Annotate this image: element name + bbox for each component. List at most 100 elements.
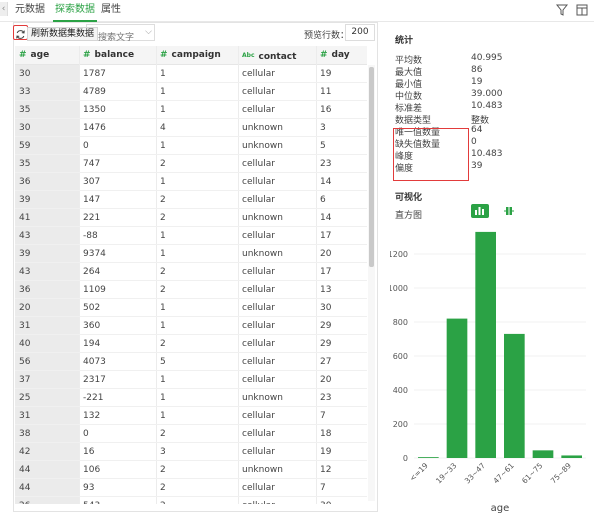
column-header-contact[interactable]: Abc contact [242, 52, 297, 62]
table-cell-balance: 1787 [83, 69, 106, 79]
table-cell-balance: 106 [83, 465, 101, 475]
x-tick-label: 75~89 [549, 461, 573, 485]
table-cell-day: 12 [320, 465, 332, 475]
table-cell-contact: cellular [242, 195, 275, 205]
table-row[interactable]: 35 747 2 cellular 23 [15, 155, 367, 173]
x-axis-label: age [491, 503, 510, 514]
table-cell-day: 5 [320, 141, 326, 151]
table-row[interactable]: 42 16 3 cellular 19 [15, 443, 367, 461]
table-cell-contact: unknown [242, 465, 283, 475]
stat-label: 标准差 [395, 104, 423, 114]
table-row[interactable]: 36 1109 2 cellular 13 [15, 281, 367, 299]
table-cell-balance: -221 [83, 393, 104, 403]
table-row[interactable]: 56 4073 5 cellular 27 [15, 353, 367, 371]
table-cell-balance: 1476 [83, 123, 106, 133]
data-table: # age # balance # campaign Abc contact # day … [15, 46, 377, 504]
scrollbar-thumb[interactable] [369, 67, 374, 267]
table-cell-contact: unknown [242, 249, 283, 259]
y-tick-label: 200 [393, 420, 408, 429]
table-row[interactable]: 43 264 2 cellular 17 [15, 263, 367, 281]
table-row[interactable]: 30 1787 1 cellular 19 [15, 65, 367, 83]
stat-label: 中位数 [395, 92, 423, 102]
table-cell-day: 30 [320, 303, 332, 313]
bar-chart-icon[interactable] [471, 204, 489, 218]
tab-properties[interactable]: 属性 [101, 4, 121, 15]
table-row[interactable]: 43 -88 1 cellular 17 [15, 227, 367, 245]
table-cell-campaign: 1 [160, 105, 166, 115]
boxplot-icon[interactable] [503, 206, 515, 216]
tab-metadata[interactable]: 元数据 [15, 4, 45, 15]
y-tick-label: 0 [403, 454, 408, 463]
search-box[interactable]: ⌵ [86, 24, 155, 46]
table-row[interactable]: 30 1476 4 unknown 3 [15, 119, 367, 137]
table-cell-campaign: 1 [160, 231, 166, 241]
table-cell-day: 3 [320, 123, 326, 133]
table-cell-age: 30 [19, 69, 31, 79]
table-cell-age: 44 [19, 465, 31, 475]
column-header-age[interactable]: # age [19, 50, 50, 60]
chevron-down-icon[interactable]: ⌵ [145, 27, 152, 37]
stat-value: 整数 [471, 116, 490, 126]
table-row[interactable]: 38 0 2 cellular 18 [15, 425, 367, 443]
stat-label: 缺失值数量 [395, 140, 441, 150]
table-row[interactable]: 44 93 2 cellular 7 [15, 479, 367, 497]
refresh-tooltip: 刷新数据集数据 [27, 27, 99, 41]
table-cell-contact: cellular [242, 447, 275, 457]
table-cell-day: 19 [320, 69, 332, 79]
search-input[interactable] [87, 30, 143, 46]
vertical-scrollbar[interactable] [368, 65, 375, 501]
stat-value: 86 [471, 65, 483, 75]
filter-icon[interactable] [555, 3, 569, 17]
table-cell-age: 39 [19, 195, 31, 205]
table-row[interactable]: 36 307 1 cellular 14 [15, 173, 367, 191]
table-cell-age: 30 [19, 123, 31, 133]
column-header-day[interactable]: # day [320, 50, 350, 60]
table-cell-day: 27 [320, 357, 332, 367]
table-row[interactable]: 44 106 2 unknown 12 [15, 461, 367, 479]
y-tick-label: 600 [393, 352, 408, 361]
table-cell-campaign: 1 [160, 393, 166, 403]
table-row[interactable]: 20 502 1 cellular 30 [15, 299, 367, 317]
table-cell-campaign: 2 [160, 483, 166, 493]
table-row[interactable]: 39 147 2 cellular 6 [15, 191, 367, 209]
table-cell-day: 30 [320, 497, 331, 504]
table-cell-balance: 502 [83, 303, 101, 313]
column-divider [156, 46, 157, 504]
column-header-balance[interactable]: # balance [83, 50, 135, 60]
table-cell-contact: cellular [242, 159, 275, 169]
table-cell-campaign: 2 [160, 465, 166, 475]
visual-title: 可视化 [395, 193, 423, 203]
table-row[interactable]: 33 4789 1 cellular 11 [15, 83, 367, 101]
table-cell-day: 7 [320, 483, 326, 493]
tab-explore-data[interactable]: 探索数据 [53, 0, 97, 22]
table-cell-age: 26 [19, 497, 30, 504]
table-cell-balance: 543 [83, 497, 100, 504]
table-row[interactable]: 37 2317 1 cellular 20 [15, 371, 367, 389]
table-cell-balance: 132 [83, 411, 101, 421]
table-row[interactable]: 31 360 1 cellular 29 [15, 317, 367, 335]
table-cell-age: 56 [19, 357, 31, 367]
table-cell-age: 59 [19, 141, 31, 151]
table-cell-balance: 147 [83, 195, 101, 205]
layout-icon[interactable] [575, 3, 589, 17]
table-row[interactable]: 40 194 2 cellular 29 [15, 335, 367, 353]
table-cell-day: 6 [320, 195, 326, 205]
refresh-button[interactable] [13, 25, 28, 40]
y-tick-label: 400 [393, 386, 408, 395]
table-row[interactable]: 59 0 1 unknown 5 [15, 137, 367, 155]
table-row[interactable]: 26 543 2 cellular 30 [15, 497, 367, 504]
column-header-campaign[interactable]: # campaign [160, 50, 221, 60]
stat-label: 峰度 [395, 152, 414, 162]
preview-rows-input[interactable]: 200 [345, 24, 375, 41]
table-row[interactable]: 39 9374 1 unknown 20 [15, 245, 367, 263]
table-row[interactable]: 41 221 2 unknown 14 [15, 209, 367, 227]
table-cell-campaign: 1 [160, 141, 166, 151]
x-tick-label: 33~47 [463, 461, 487, 485]
table-row[interactable]: 31 132 1 cellular 7 [15, 407, 367, 425]
table-row[interactable]: 25 -221 1 unknown 23 [15, 389, 367, 407]
table-row[interactable]: 35 1350 1 cellular 16 [15, 101, 367, 119]
table-cell-contact: cellular [242, 411, 275, 421]
collapse-handle[interactable]: ‹ [0, 2, 8, 16]
table-cell-age: 25 [19, 393, 31, 403]
x-tick-label: <=19 [408, 461, 430, 483]
